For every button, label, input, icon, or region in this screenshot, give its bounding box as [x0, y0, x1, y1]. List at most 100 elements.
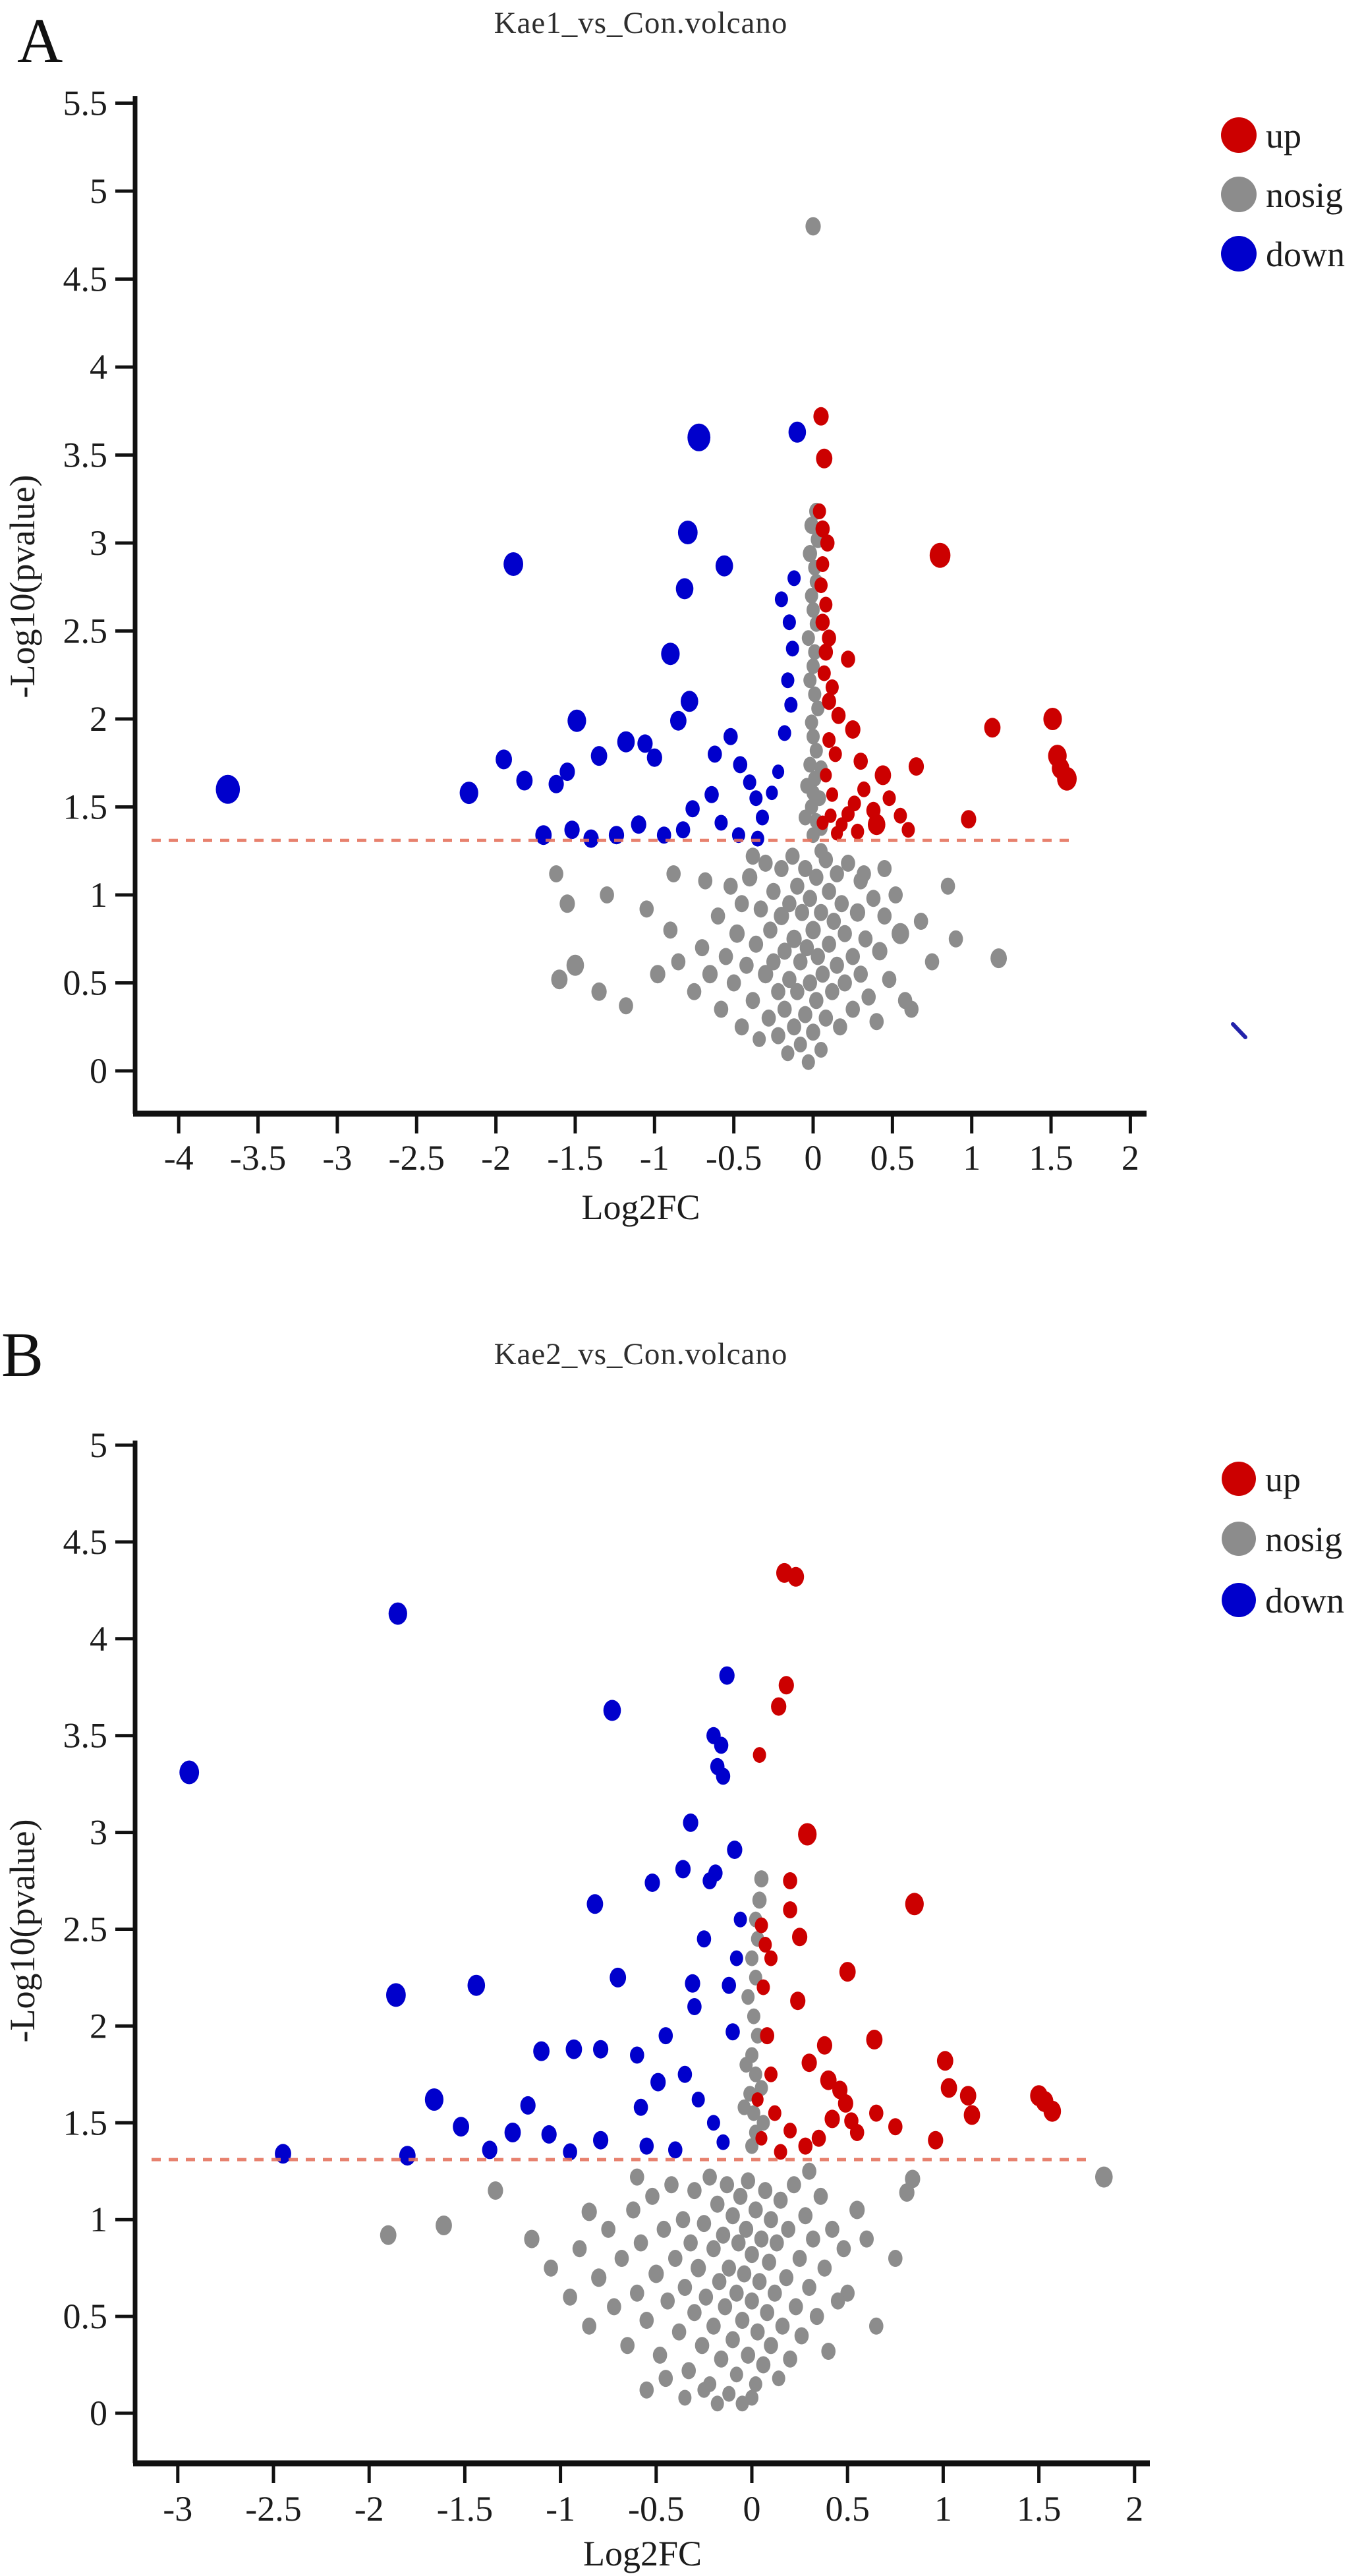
point-nosig	[488, 2181, 503, 2200]
point-up	[1052, 757, 1069, 779]
point-nosig	[804, 517, 819, 534]
point-up	[820, 534, 835, 552]
point-nosig	[802, 2279, 816, 2296]
point-nosig	[774, 860, 789, 877]
y-tick-label: 3	[90, 523, 107, 563]
point-nosig	[563, 2288, 577, 2306]
point-nosig	[718, 948, 733, 965]
point-down	[751, 830, 764, 847]
point-up	[760, 2027, 774, 2045]
point-down	[668, 2141, 683, 2159]
point-nosig	[758, 965, 774, 984]
point-nosig	[706, 2240, 721, 2258]
point-down	[724, 728, 738, 745]
point-down	[708, 745, 722, 763]
y-tick-label: 0	[90, 2393, 107, 2433]
point-up	[928, 2131, 944, 2150]
legend-marker-up	[1221, 117, 1257, 153]
point-nosig	[658, 2370, 673, 2388]
point-down	[603, 1700, 621, 1721]
point-down	[702, 1872, 717, 1889]
point-down	[710, 1758, 725, 1775]
point-nosig	[905, 2169, 921, 2189]
point-nosig	[803, 757, 817, 773]
point-down	[567, 709, 586, 732]
point-up	[838, 2094, 853, 2113]
volcano-plot-a: 5.5 5 4.5 4 3.5 3 2.5 2 1.5 1 0.5 0 -4 -3.5 -3 -2.5 -2 -1…	[3, 84, 1345, 1228]
panel-b-title: Kae2_vs_Con.volcano	[494, 1337, 788, 1371]
point-nosig	[745, 2390, 758, 2406]
point-up	[774, 2144, 787, 2160]
point-nosig	[790, 877, 805, 895]
y-tick-label: 3.5	[63, 436, 108, 475]
point-down	[386, 1983, 406, 2007]
point-nosig	[838, 925, 852, 942]
point-nosig	[888, 886, 903, 903]
point-down	[733, 756, 748, 774]
point-nosig	[815, 965, 830, 983]
point-down	[719, 1666, 735, 1685]
point-down	[633, 2098, 648, 2116]
point-nosig	[990, 948, 1007, 969]
point-up	[849, 2124, 865, 2141]
point-nosig	[771, 983, 785, 1000]
point-nosig	[764, 2337, 778, 2355]
point-up	[853, 753, 868, 770]
point-nosig	[869, 1013, 884, 1031]
point-nosig	[752, 2273, 767, 2291]
point-nosig	[913, 913, 928, 930]
point-nosig	[581, 2202, 597, 2221]
point-down	[670, 710, 687, 731]
point-nosig	[710, 907, 725, 925]
point-nosig	[760, 2304, 774, 2322]
point-down	[785, 641, 799, 657]
point-nosig	[626, 2201, 640, 2219]
point-nosig	[834, 895, 849, 913]
point-nosig	[861, 988, 876, 1006]
point-nosig	[877, 907, 892, 925]
point-up	[831, 706, 846, 724]
point-nosig	[779, 2269, 794, 2287]
point-down	[681, 691, 698, 712]
point-nosig	[663, 921, 678, 939]
y-axis-label: -Log10(pvalue)	[3, 475, 42, 699]
point-down	[788, 421, 807, 443]
y-tick-label: 4.5	[63, 1522, 108, 1562]
point-nosig	[773, 2191, 788, 2209]
point-nosig	[737, 2265, 752, 2283]
point-up	[882, 790, 896, 807]
point-nosig	[775, 2317, 790, 2335]
point-down	[388, 1602, 407, 1625]
point-nosig	[652, 2346, 668, 2364]
point-up	[824, 2109, 840, 2129]
point-nosig	[754, 2080, 768, 2096]
point-down	[714, 815, 728, 831]
point-up	[758, 1937, 772, 1953]
point-nosig	[722, 2259, 736, 2277]
x-tick-label: -0.5	[628, 2489, 684, 2529]
point-nosig	[888, 2250, 903, 2267]
point-down	[704, 786, 719, 803]
point-nosig	[798, 2207, 813, 2225]
point-down	[727, 1841, 743, 1859]
y-tick-label: 0.5	[63, 963, 108, 1003]
point-up	[816, 448, 833, 469]
point-nosig	[745, 2138, 758, 2154]
point-nosig	[787, 2176, 801, 2194]
point-nosig	[739, 2220, 754, 2238]
point-down	[677, 2065, 693, 2083]
point-nosig	[830, 2292, 845, 2310]
point-up	[905, 1893, 924, 1916]
point-down	[617, 731, 635, 753]
point-down	[772, 764, 785, 780]
point-nosig	[559, 894, 575, 913]
point-nosig	[845, 1000, 860, 1018]
point-nosig	[872, 942, 888, 961]
point-up	[822, 732, 836, 748]
point-nosig	[821, 2343, 836, 2360]
point-up	[815, 520, 830, 538]
point-nosig	[656, 2220, 671, 2238]
point-up	[857, 781, 870, 797]
point-nosig	[681, 2362, 696, 2380]
point-up	[798, 2137, 813, 2155]
